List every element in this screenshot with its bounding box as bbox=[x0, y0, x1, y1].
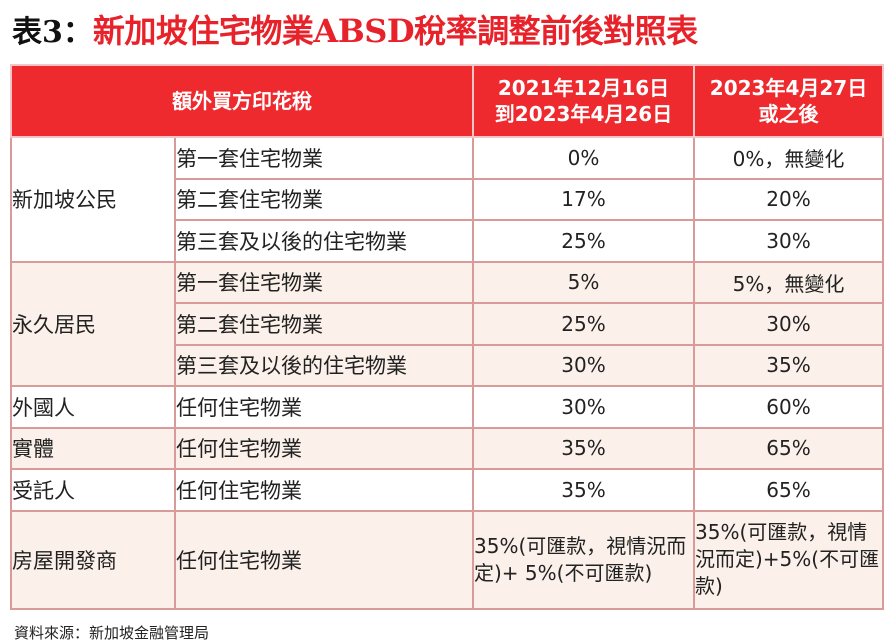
property-type-cell: 任何住宅物業 bbox=[174, 426, 474, 470]
table-row: 永久居民 第一套住宅物業 5% 5%，無變化 bbox=[10, 260, 884, 387]
group-label-permanent-resident: 永久居民 bbox=[10, 260, 176, 387]
group-label-foreigner: 外國人 bbox=[10, 385, 176, 429]
rate-after-cell: 30% bbox=[693, 219, 884, 263]
rate-before-cell: 35% bbox=[472, 426, 695, 470]
table-row: 第三套及以後的住宅物業 30% 35% bbox=[11, 343, 884, 387]
rate-after-cell: 0%，無變化 bbox=[693, 136, 884, 180]
table-row: 第二套住宅物業 25% 30% bbox=[11, 302, 884, 346]
rate-before-cell: 35% bbox=[472, 468, 695, 512]
rate-after-cell: 65% bbox=[693, 426, 884, 470]
rate-after-cell: 5%，無變化 bbox=[693, 260, 884, 304]
header-period-after-line2: 或之後 bbox=[758, 102, 819, 126]
table-header-row: 額外買方印花稅 2021年12月16日 到2023年4月26日 2023年4月2… bbox=[10, 64, 884, 138]
table-row: 第二套住宅物業 17% 20% bbox=[11, 177, 884, 221]
rate-before-cell: 0% bbox=[472, 136, 695, 180]
rate-before-cell: 17% bbox=[472, 177, 695, 221]
rate-before-cell: 25% bbox=[472, 219, 695, 263]
table-row: 實體 任何住宅物業 35% 65% bbox=[10, 426, 884, 470]
rate-before-cell: 5% bbox=[472, 260, 695, 304]
page-title: 表3： 新加坡住宅物業ABSD稅率調整前後對照表 bbox=[12, 6, 698, 56]
property-type-cell: 第三套及以後的住宅物業 bbox=[174, 219, 474, 263]
table-row: 第三套及以後的住宅物業 25% 30% bbox=[11, 219, 884, 263]
rate-after-cell: 35%(可匯款，視情況而定)+5%(不可匯款) bbox=[693, 509, 884, 610]
group-label-citizen: 新加坡公民 bbox=[10, 136, 176, 263]
source-note: 資料來源：新加坡金融管理局 bbox=[14, 624, 210, 642]
table-row: 外國人 任何住宅物業 30% 60% bbox=[10, 385, 884, 429]
property-type-cell: 第二套住宅物業 bbox=[174, 177, 474, 221]
rate-before-cell: 25% bbox=[472, 302, 695, 346]
property-type-cell: 任何住宅物業 bbox=[174, 468, 474, 512]
header-period-before: 2021年12月16日 到2023年4月26日 bbox=[472, 64, 695, 138]
rate-after-cell: 65% bbox=[693, 468, 884, 512]
table-title: 新加坡住宅物業ABSD稅率調整前後對照表 bbox=[92, 12, 698, 50]
property-type-cell: 任何住宅物業 bbox=[174, 385, 474, 429]
table-row: 房屋開發商 任何住宅物業 35%(可匯款，視情況而定)+ 5%(不可匯款) 35… bbox=[10, 509, 884, 610]
rate-after-cell: 60% bbox=[693, 385, 884, 429]
header-period-before-line1: 2021年12月16日 bbox=[497, 76, 670, 100]
header-period-before-line2: 到2023年4月26日 bbox=[494, 102, 673, 126]
rate-before-cell: 35%(可匯款，視情況而定)+ 5%(不可匯款) bbox=[472, 509, 695, 610]
table-row: 新加坡公民 第一套住宅物業 0% 0%，無變化 bbox=[10, 136, 884, 263]
table-row: 受託人 任何住宅物業 35% 65% bbox=[10, 468, 884, 512]
absd-rate-table: 額外買方印花稅 2021年12月16日 到2023年4月26日 2023年4月2… bbox=[10, 64, 884, 610]
rate-after-cell: 30% bbox=[693, 302, 884, 346]
rate-after-cell: 20% bbox=[693, 177, 884, 221]
group-label-developer: 房屋開發商 bbox=[10, 509, 176, 610]
property-type-cell: 第二套住宅物業 bbox=[174, 302, 474, 346]
property-type-cell: 第一套住宅物業 bbox=[174, 260, 474, 304]
group-label-entity: 實體 bbox=[10, 426, 176, 470]
property-type-cell: 第三套及以後的住宅物業 bbox=[174, 343, 474, 387]
header-buyer-stamp-duty: 額外買方印花稅 bbox=[10, 64, 474, 138]
header-period-after: 2023年4月27日 或之後 bbox=[693, 64, 884, 138]
rate-before-cell: 30% bbox=[472, 385, 695, 429]
table-number: 表3： bbox=[12, 15, 93, 50]
rate-before-cell: 30% bbox=[472, 343, 695, 387]
header-period-after-line1: 2023年4月27日 bbox=[709, 76, 868, 100]
group-label-trustee: 受託人 bbox=[10, 468, 176, 512]
rate-after-cell: 35% bbox=[693, 343, 884, 387]
property-type-cell: 第一套住宅物業 bbox=[174, 136, 474, 180]
property-type-cell: 任何住宅物業 bbox=[174, 509, 474, 610]
